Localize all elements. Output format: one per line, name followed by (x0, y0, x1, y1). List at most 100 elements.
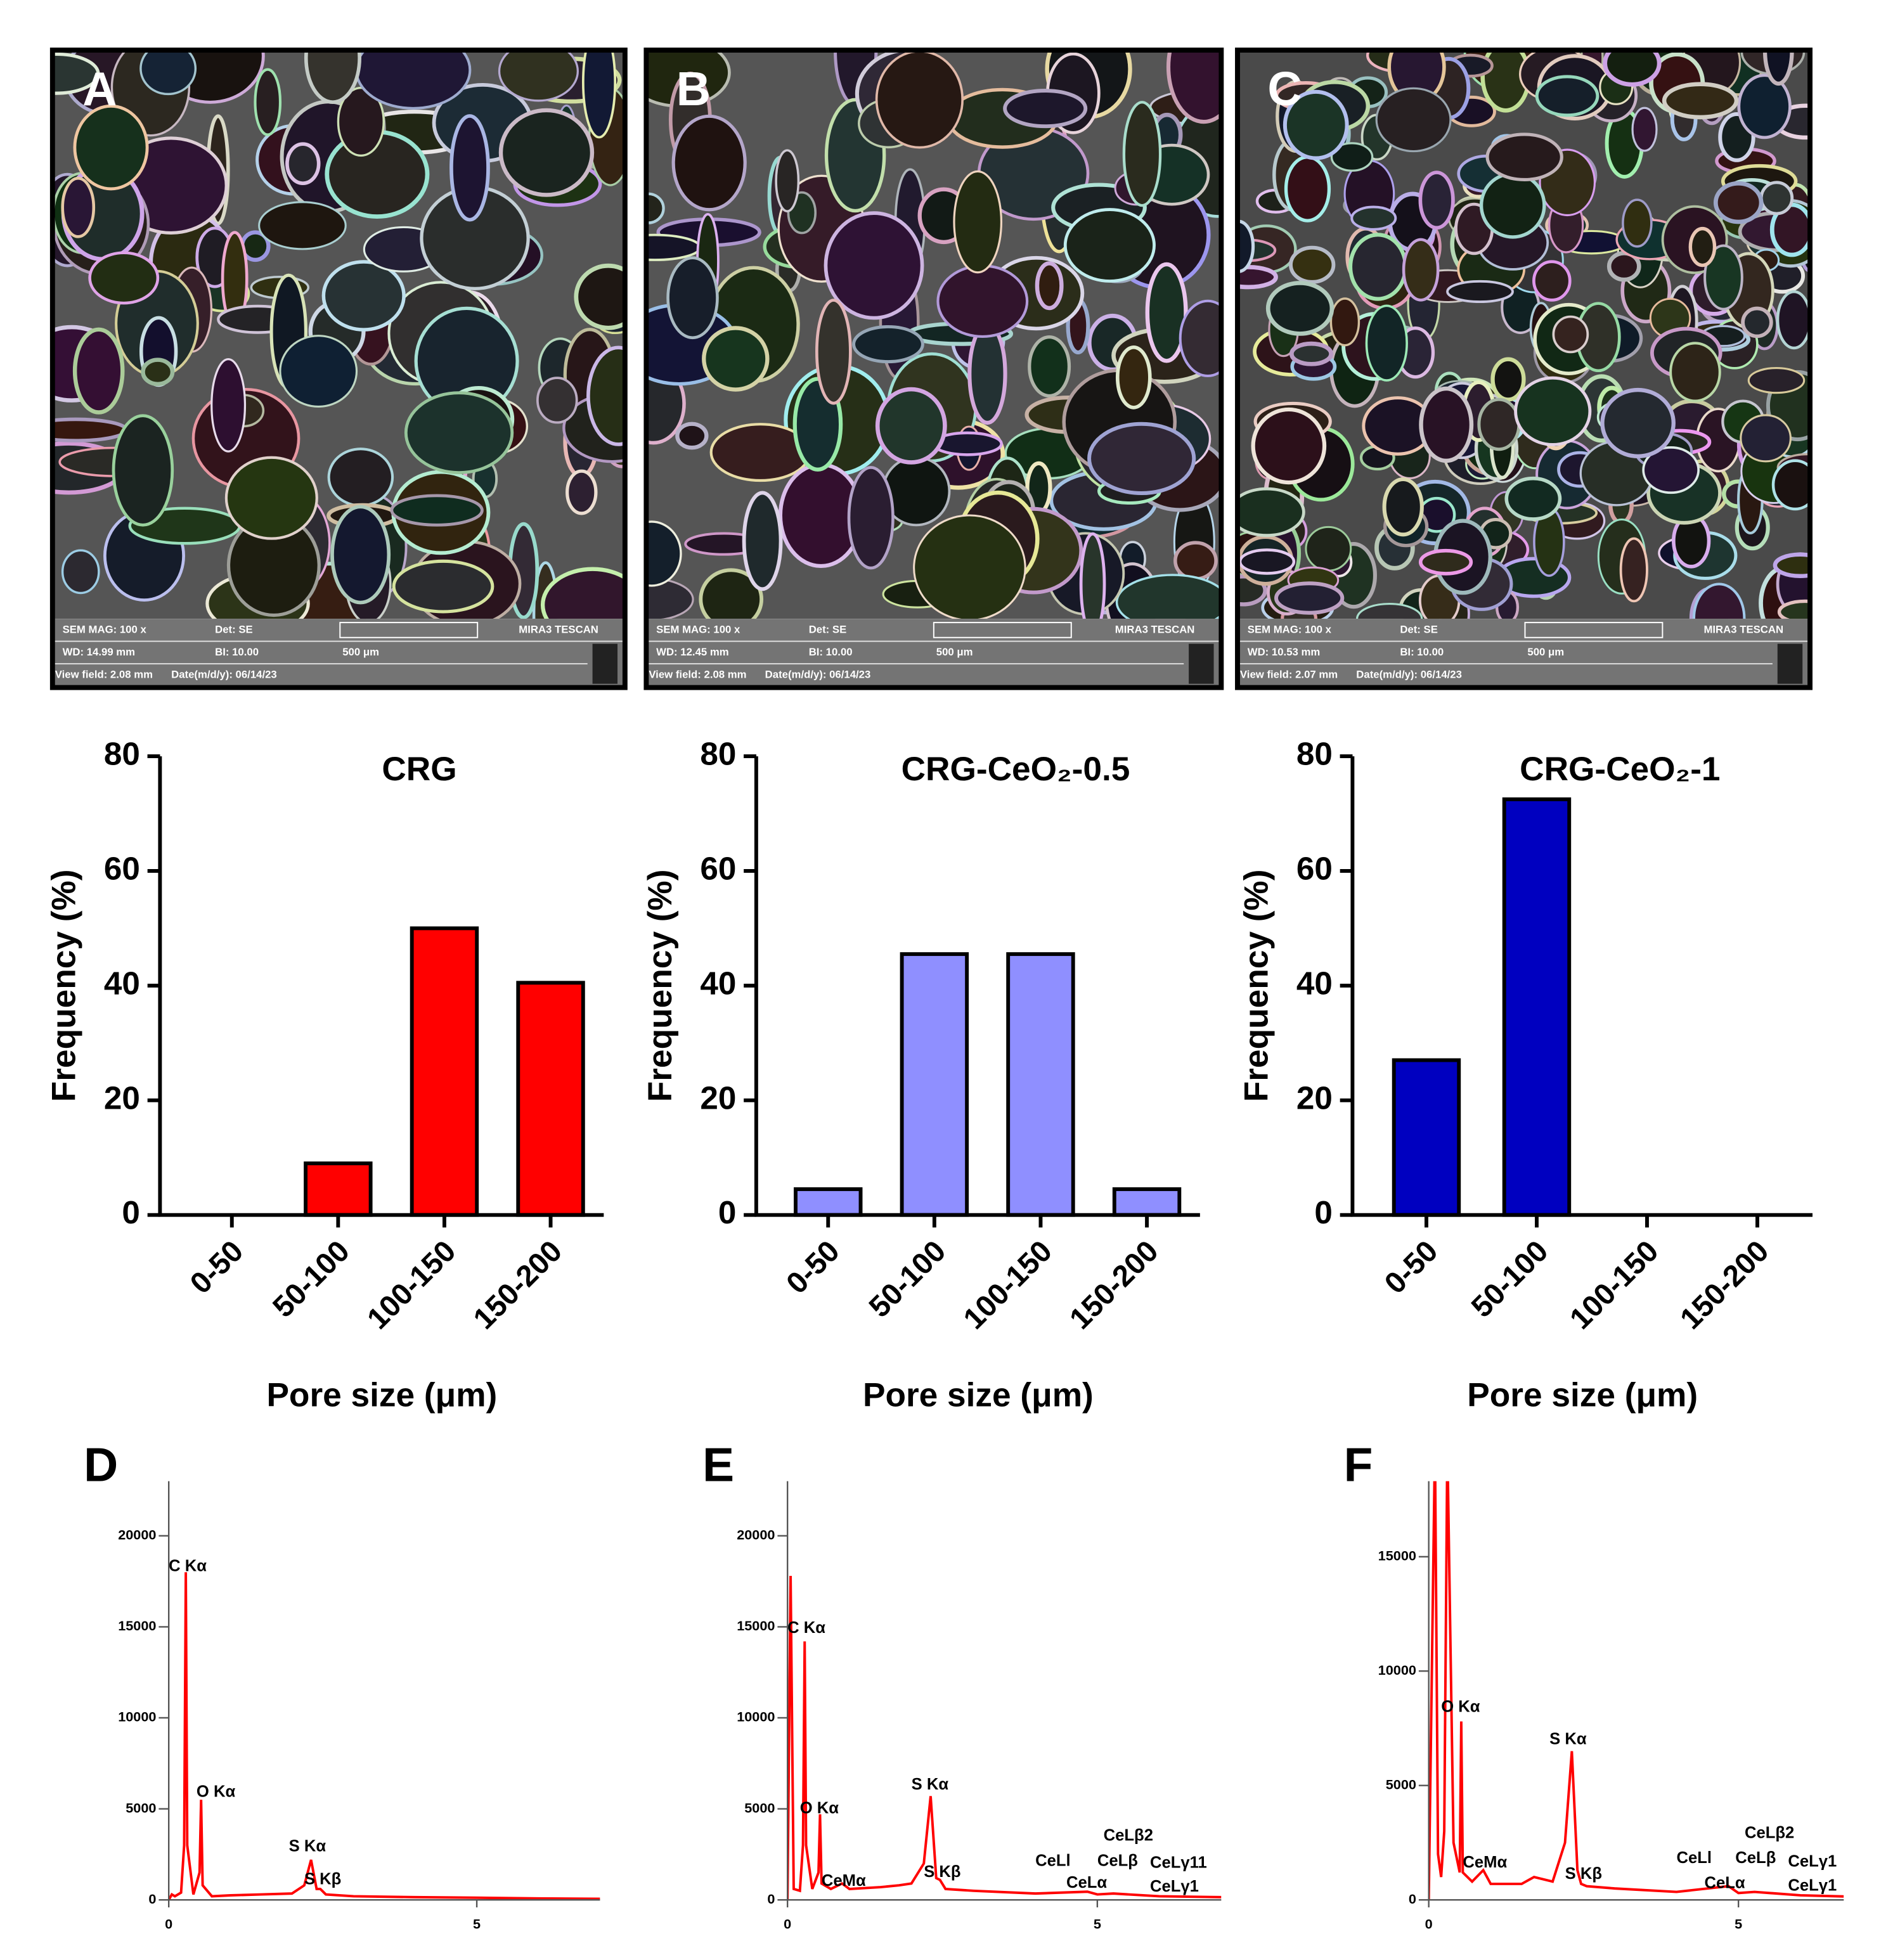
pore (1642, 446, 1700, 494)
info-text: 500 μm (1527, 646, 1564, 658)
pore (52, 417, 129, 442)
pore (967, 323, 1007, 425)
pore (1122, 101, 1162, 207)
peak-label: CeLl (1035, 1852, 1071, 1870)
info-text: View field: 2.08 mm (55, 668, 153, 680)
pore (1619, 537, 1648, 603)
pore (139, 50, 197, 96)
pore (666, 256, 719, 340)
pore (1669, 342, 1721, 403)
info-text: Det: SE (215, 623, 253, 635)
pore (775, 149, 800, 213)
axis (786, 1481, 1222, 1901)
peak-label: C Kα (787, 1619, 825, 1637)
pore (392, 559, 494, 614)
peak-label: S Kα (912, 1776, 949, 1793)
peak-label: S Kβ (304, 1870, 341, 1888)
y-tick-label: 10000 (1378, 1662, 1416, 1678)
pore (1603, 50, 1662, 87)
x-tick-label: 0-50 (184, 1234, 250, 1300)
spectrum (787, 1575, 1222, 1900)
scale-bar (1524, 622, 1664, 638)
y-tick-label: 5000 (126, 1800, 156, 1815)
info-text: SEM MAG: 100 x (656, 623, 740, 635)
pore (254, 68, 282, 136)
pore (1777, 599, 1811, 619)
x-tick-label: 5 (1735, 1916, 1742, 1931)
pore (1329, 297, 1360, 347)
info-text: Date(m/d/y): 06/14/23 (171, 668, 277, 680)
bar (794, 1187, 863, 1217)
bar (900, 952, 969, 1217)
pore (1251, 407, 1327, 485)
pore (1237, 264, 1278, 290)
y-tick-label: 0 (767, 1891, 775, 1907)
axis (744, 754, 1200, 1217)
pore (1355, 602, 1423, 619)
y-tick-label: 0 (148, 1891, 156, 1907)
info-text: Det: SE (809, 623, 847, 635)
bar (1112, 1187, 1182, 1217)
info-text: SEM MAG: 100 x (1248, 623, 1332, 635)
x-tick-label: 50-100 (266, 1234, 356, 1324)
peak-label: O Kα (1441, 1698, 1480, 1716)
pore (1662, 82, 1739, 120)
peak-label: CeMα (822, 1872, 866, 1890)
pore (337, 86, 385, 157)
x-tick-label: 50-100 (863, 1234, 953, 1324)
pore (1330, 142, 1374, 172)
pore (540, 567, 625, 619)
pore (847, 466, 895, 570)
pore (1737, 74, 1792, 139)
info-text: Det: SE (1400, 623, 1438, 635)
pore (1479, 172, 1546, 239)
pore (355, 50, 472, 110)
pore (1552, 315, 1589, 354)
pore (449, 114, 490, 222)
x-tick-label: 150-200 (1674, 1234, 1775, 1336)
pore (1692, 583, 1746, 619)
y-tick-label: 60 (700, 851, 736, 887)
pore (1622, 198, 1653, 248)
pore (1631, 106, 1658, 152)
pore (498, 108, 595, 197)
x-tick-label: 50-100 (1465, 1234, 1555, 1324)
peak-label: CeLα (1066, 1874, 1107, 1892)
pore (875, 387, 947, 465)
scale-bar (339, 622, 479, 638)
y-axis-label: Frequency (%) (642, 870, 679, 1102)
pore (330, 505, 391, 605)
peak-label: S Kα (289, 1838, 326, 1855)
y-tick-label: 40 (104, 965, 140, 1001)
x-tick-label: 5 (473, 1916, 481, 1931)
x-tick-label: 150-200 (1063, 1234, 1165, 1336)
pore (1741, 306, 1773, 338)
chart-title: CRG-CeO₂-0.5 (902, 751, 1130, 788)
pore (1145, 262, 1188, 363)
pore (574, 263, 625, 330)
sem-image (1237, 50, 1811, 619)
sem-image (52, 50, 625, 619)
pore (72, 327, 125, 415)
peak-label: CeMα (1463, 1854, 1507, 1871)
pore (327, 448, 394, 507)
peak-label: CeLβ2 (1104, 1826, 1153, 1844)
pore (1087, 422, 1196, 496)
x-tick-label: 0 (784, 1916, 791, 1931)
pore (1485, 132, 1563, 182)
pore (321, 260, 406, 332)
pore (1265, 281, 1335, 336)
pore (1532, 260, 1572, 302)
pore (1776, 290, 1811, 350)
x-tick-label: 150-200 (467, 1234, 569, 1336)
y-tick-label: 15000 (737, 1618, 775, 1634)
axis (167, 1481, 600, 1901)
pore (1283, 89, 1349, 160)
info-bar (1237, 619, 1811, 688)
info-text: MIRA3 TESCAN (1115, 623, 1195, 635)
pore (1419, 386, 1474, 463)
x-tick-label: 0 (1425, 1916, 1433, 1931)
peak-label: CeLα (1704, 1874, 1745, 1892)
info-text: BI: 10.00 (809, 646, 853, 658)
